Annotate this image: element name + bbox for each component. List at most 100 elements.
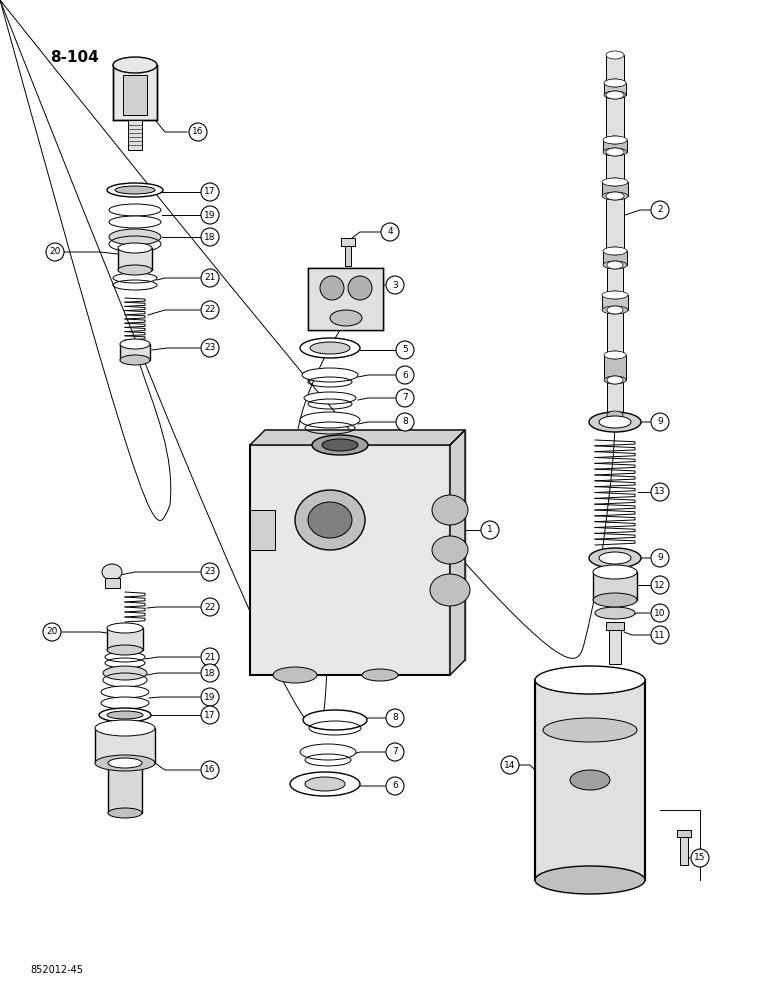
Circle shape bbox=[201, 269, 219, 287]
Circle shape bbox=[651, 626, 669, 644]
Bar bbox=[107, 628, 143, 650]
Ellipse shape bbox=[118, 265, 152, 275]
Ellipse shape bbox=[607, 376, 623, 384]
Text: 22: 22 bbox=[205, 602, 215, 611]
Ellipse shape bbox=[607, 411, 623, 419]
Text: 17: 17 bbox=[205, 710, 215, 720]
Bar bbox=[250, 445, 450, 675]
Ellipse shape bbox=[606, 79, 624, 87]
Text: 3: 3 bbox=[392, 280, 398, 290]
Ellipse shape bbox=[593, 565, 637, 579]
Text: 16: 16 bbox=[192, 127, 204, 136]
Ellipse shape bbox=[102, 564, 122, 580]
Circle shape bbox=[691, 849, 709, 867]
Circle shape bbox=[651, 483, 669, 501]
Text: 4: 4 bbox=[388, 228, 393, 236]
Ellipse shape bbox=[603, 148, 627, 156]
Ellipse shape bbox=[595, 607, 635, 619]
Text: 13: 13 bbox=[654, 488, 665, 496]
Ellipse shape bbox=[593, 593, 637, 607]
Ellipse shape bbox=[607, 261, 623, 269]
Ellipse shape bbox=[115, 186, 155, 194]
Circle shape bbox=[43, 623, 61, 641]
Ellipse shape bbox=[300, 412, 360, 428]
Ellipse shape bbox=[362, 669, 398, 681]
Bar bbox=[606, 622, 624, 630]
Bar bbox=[113, 65, 157, 120]
Text: 9: 9 bbox=[657, 554, 663, 562]
Ellipse shape bbox=[120, 339, 150, 349]
Ellipse shape bbox=[99, 708, 151, 722]
Bar bbox=[602, 295, 628, 310]
Bar bbox=[593, 572, 637, 600]
Text: 19: 19 bbox=[205, 692, 215, 702]
Circle shape bbox=[201, 706, 219, 724]
Circle shape bbox=[201, 339, 219, 357]
Text: 22: 22 bbox=[205, 306, 215, 314]
Ellipse shape bbox=[302, 368, 358, 382]
Bar bbox=[95, 728, 155, 763]
Ellipse shape bbox=[607, 306, 623, 314]
Circle shape bbox=[201, 761, 219, 779]
Bar bbox=[603, 251, 627, 265]
Text: 8: 8 bbox=[402, 418, 408, 426]
Circle shape bbox=[201, 301, 219, 319]
Ellipse shape bbox=[113, 57, 157, 73]
Bar bbox=[609, 622, 621, 664]
Circle shape bbox=[201, 688, 219, 706]
Ellipse shape bbox=[330, 310, 362, 326]
Ellipse shape bbox=[101, 697, 149, 709]
Circle shape bbox=[201, 598, 219, 616]
Bar bbox=[607, 265, 623, 295]
Text: 16: 16 bbox=[205, 766, 215, 774]
Ellipse shape bbox=[308, 502, 352, 538]
Bar bbox=[603, 140, 627, 152]
Ellipse shape bbox=[95, 755, 155, 771]
Circle shape bbox=[201, 206, 219, 224]
Bar bbox=[105, 578, 120, 588]
Bar bbox=[677, 830, 691, 837]
Ellipse shape bbox=[300, 338, 360, 358]
Text: 2: 2 bbox=[657, 206, 663, 215]
Circle shape bbox=[386, 777, 404, 795]
Bar bbox=[265, 430, 465, 660]
Ellipse shape bbox=[606, 247, 624, 255]
Text: 852012-45: 852012-45 bbox=[30, 965, 83, 975]
Ellipse shape bbox=[101, 686, 149, 698]
Ellipse shape bbox=[570, 770, 610, 790]
Bar bbox=[118, 248, 152, 270]
Ellipse shape bbox=[604, 351, 626, 359]
Text: 17: 17 bbox=[205, 188, 215, 196]
Text: 15: 15 bbox=[694, 854, 706, 862]
Ellipse shape bbox=[604, 79, 626, 87]
Circle shape bbox=[201, 563, 219, 581]
Circle shape bbox=[396, 413, 414, 431]
Ellipse shape bbox=[603, 261, 627, 269]
Circle shape bbox=[396, 389, 414, 407]
Text: 6: 6 bbox=[392, 782, 398, 790]
Ellipse shape bbox=[95, 720, 155, 736]
Bar bbox=[123, 75, 147, 115]
Bar bbox=[120, 344, 150, 360]
Circle shape bbox=[651, 604, 669, 622]
Circle shape bbox=[189, 123, 207, 141]
Circle shape bbox=[386, 743, 404, 761]
Ellipse shape bbox=[348, 276, 372, 300]
Circle shape bbox=[201, 664, 219, 682]
Ellipse shape bbox=[107, 645, 143, 655]
Text: 21: 21 bbox=[205, 652, 215, 662]
Text: 19: 19 bbox=[205, 211, 215, 220]
Text: 20: 20 bbox=[49, 247, 61, 256]
Ellipse shape bbox=[599, 552, 631, 564]
Bar bbox=[128, 120, 142, 150]
Ellipse shape bbox=[305, 777, 345, 791]
Bar bbox=[108, 763, 142, 813]
Ellipse shape bbox=[295, 490, 365, 550]
Circle shape bbox=[201, 648, 219, 666]
Text: 11: 11 bbox=[654, 631, 665, 640]
Ellipse shape bbox=[602, 192, 628, 200]
Text: 6: 6 bbox=[402, 370, 408, 379]
Bar bbox=[308, 268, 383, 330]
Bar bbox=[606, 95, 624, 140]
Bar bbox=[607, 380, 623, 415]
